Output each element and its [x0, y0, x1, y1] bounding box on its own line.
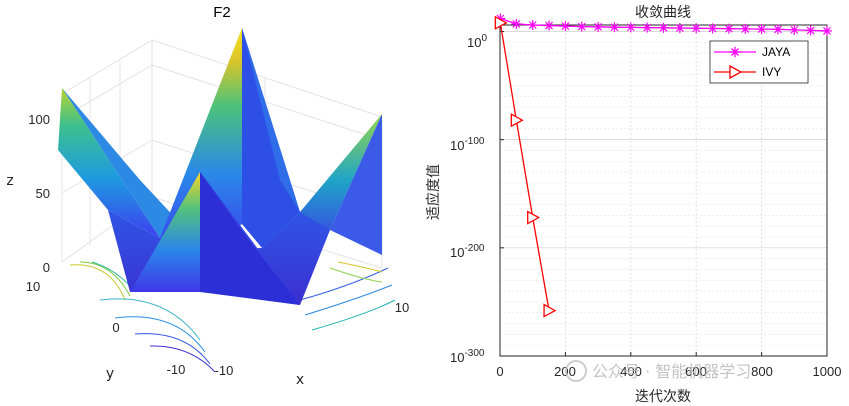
- data-point-jaya: [772, 24, 783, 35]
- data-point-jaya: [560, 21, 571, 32]
- axis-ticks: [499, 30, 828, 357]
- x-axis-label: x: [296, 372, 304, 388]
- legend-label-ivy: IVY: [762, 65, 781, 79]
- data-point-jaya: [691, 23, 702, 34]
- surface-plot: F2 100 50 0 z 10 0 -10 y -10 10 x: [6, 4, 409, 388]
- data-point-ivy: [494, 15, 508, 30]
- data-point-jaya: [674, 23, 685, 34]
- y-axis: 10 0 -10 y: [26, 279, 186, 382]
- data-point-jaya: [609, 22, 620, 33]
- y-tick-label: 10-100: [450, 136, 485, 153]
- convergence-x-label: 迭代次数: [635, 389, 691, 405]
- z-axis-label: z: [6, 173, 13, 189]
- z-tick-label: 0: [43, 260, 50, 275]
- x-tick-label: 10: [395, 300, 409, 315]
- data-point-ivy: [527, 210, 541, 225]
- data-point-jaya: [576, 21, 587, 32]
- legend-label-jaya: JAYA: [762, 45, 790, 59]
- watermark-text: 公众号 · 智能机器学习: [592, 362, 751, 381]
- data-point-jaya: [658, 22, 669, 33]
- z-axis: 100 50 0 z: [6, 112, 50, 275]
- data-point-jaya: [756, 24, 767, 35]
- data-point-jaya: [544, 20, 555, 31]
- x-tick-label: 200: [554, 364, 576, 379]
- x-tick-label: 600: [685, 364, 707, 379]
- data-point-ivy: [510, 113, 524, 128]
- data-point-jaya: [789, 24, 800, 35]
- data-point-jaya: [723, 23, 734, 34]
- legend-box: [709, 40, 809, 84]
- data-point-jaya: [707, 23, 718, 34]
- legend-marker-jaya: [730, 47, 740, 57]
- x-axis: -10 10 x: [215, 300, 410, 388]
- surface-title: F2: [213, 4, 231, 21]
- y-tick-label: -10: [167, 362, 186, 377]
- legend-marker-ivy: [729, 64, 743, 80]
- data-point-jaya: [527, 20, 538, 30]
- legend: JAYA IVY: [709, 40, 809, 84]
- z-tick-label: 100: [28, 112, 50, 127]
- x-tick-label: 800: [751, 364, 773, 379]
- series-line-ivy: [499, 22, 550, 311]
- watermark-logo-icon: [565, 360, 587, 382]
- x-tick-label: 0: [496, 364, 503, 379]
- data-point-ivy: [543, 303, 557, 318]
- data-point-jaya: [740, 23, 751, 34]
- series-layer: [494, 13, 832, 318]
- data-point-jaya: [822, 25, 832, 36]
- convergence-title: 收敛曲线: [635, 5, 691, 21]
- z-tick-label: 50: [36, 186, 50, 201]
- convergence-y-label: 适应度值: [425, 164, 442, 220]
- y-tick-label: 100: [467, 33, 487, 50]
- y-tick-label: 0: [112, 320, 119, 335]
- data-point-jaya: [511, 18, 522, 29]
- data-point-jaya: [625, 22, 636, 33]
- y-tick-label: 10: [26, 279, 40, 294]
- convergence-plot: 收敛曲线 迭代次数 适应度值 0 200 400 600 800 1000 10…: [425, 5, 841, 405]
- y-tick-label: 10-200: [450, 243, 485, 260]
- watermark: 公众号 · 智能机器学习: [565, 360, 751, 382]
- floor-contours: [69, 261, 396, 373]
- data-point-jaya: [642, 22, 653, 33]
- data-point-jaya: [805, 25, 816, 36]
- y-axis-label: y: [106, 366, 114, 382]
- x-tick-label: -10: [215, 363, 234, 378]
- y-tick-label: 10-300: [450, 348, 485, 365]
- x-tick-label: 400: [620, 364, 642, 379]
- x-tick-label: 1000: [813, 364, 842, 379]
- surface-faces: [58, 28, 382, 305]
- data-point-jaya: [593, 21, 604, 32]
